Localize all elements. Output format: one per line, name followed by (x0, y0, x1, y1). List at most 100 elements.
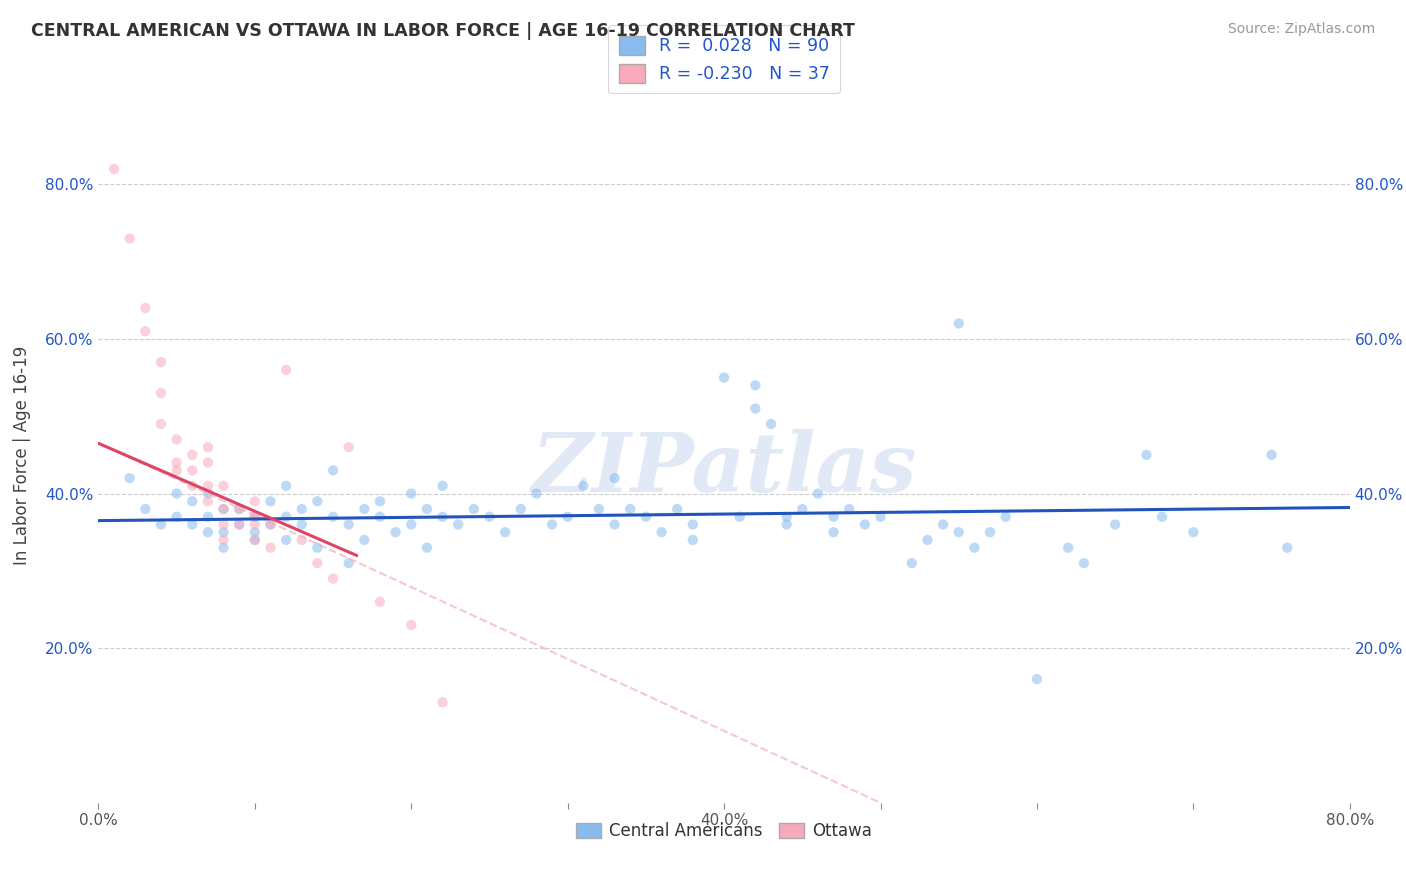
Point (478, 509, 501, 524)
Point (353, 502, 375, 516)
Point (948, 525, 970, 540)
Point (557, 509, 579, 524)
Point (823, 509, 845, 524)
Point (212, 502, 235, 516)
Point (322, 509, 344, 524)
Point (368, 494, 391, 508)
Point (463, 502, 485, 516)
Point (274, 533, 298, 547)
Point (181, 517, 204, 532)
Point (401, 486, 423, 500)
Point (197, 486, 219, 500)
Point (776, 509, 799, 524)
Point (134, 324, 156, 338)
Point (274, 479, 298, 493)
Point (792, 502, 814, 516)
Text: ZIPatlas: ZIPatlas (531, 429, 917, 508)
Point (979, 525, 1001, 540)
Point (1073, 556, 1095, 570)
Point (728, 509, 751, 524)
Point (243, 525, 266, 540)
Point (1057, 541, 1080, 555)
Point (759, 417, 782, 431)
Point (181, 448, 204, 462)
Point (322, 463, 344, 477)
Point (228, 502, 250, 516)
Point (948, 317, 970, 331)
Point (1026, 672, 1049, 686)
Point (181, 463, 204, 477)
Point (416, 502, 439, 516)
Point (166, 486, 188, 500)
Point (150, 417, 173, 431)
Point (197, 440, 219, 454)
Point (432, 695, 454, 709)
Point (274, 363, 298, 377)
Point (150, 355, 173, 369)
Point (212, 533, 235, 547)
Point (368, 595, 391, 609)
Point (1277, 541, 1299, 555)
Point (900, 556, 922, 570)
Point (494, 525, 516, 540)
Point (228, 517, 250, 532)
Point (181, 479, 204, 493)
Point (291, 517, 314, 532)
Point (838, 502, 860, 516)
Point (994, 509, 1017, 524)
Point (603, 471, 626, 485)
Point (682, 533, 704, 547)
Point (259, 541, 281, 555)
Point (401, 618, 423, 632)
Point (228, 517, 250, 532)
Point (1182, 525, 1205, 540)
Point (1260, 448, 1282, 462)
Point (150, 517, 173, 532)
Point (744, 401, 766, 416)
Point (853, 517, 876, 532)
Point (259, 517, 281, 532)
Point (197, 479, 219, 493)
Point (432, 509, 454, 524)
Point (259, 517, 281, 532)
Text: Source: ZipAtlas.com: Source: ZipAtlas.com (1227, 22, 1375, 37)
Point (134, 502, 156, 516)
Point (572, 479, 595, 493)
Point (291, 533, 314, 547)
Point (447, 517, 470, 532)
Point (603, 517, 626, 532)
Point (917, 533, 939, 547)
Point (526, 486, 548, 500)
Point (1104, 517, 1126, 532)
Point (243, 509, 266, 524)
Point (776, 517, 799, 532)
Point (963, 541, 986, 555)
Point (197, 509, 219, 524)
Point (823, 525, 845, 540)
Point (744, 378, 766, 392)
Point (197, 456, 219, 470)
Point (166, 433, 188, 447)
Point (353, 533, 375, 547)
Point (118, 231, 141, 245)
Point (197, 494, 219, 508)
Point (259, 494, 281, 508)
Point (634, 509, 657, 524)
Point (134, 301, 156, 315)
Point (166, 509, 188, 524)
Point (197, 525, 219, 540)
Point (166, 463, 188, 477)
Point (307, 541, 329, 555)
Point (337, 556, 360, 570)
Point (212, 525, 235, 540)
Point (368, 509, 391, 524)
Point (212, 479, 235, 493)
Point (212, 517, 235, 532)
Point (432, 479, 454, 493)
Y-axis label: In Labor Force | Age 16-19: In Labor Force | Age 16-19 (13, 345, 31, 565)
Point (243, 517, 266, 532)
Text: CENTRAL AMERICAN VS OTTAWA IN LABOR FORCE | AGE 16-19 CORRELATION CHART: CENTRAL AMERICAN VS OTTAWA IN LABOR FORC… (31, 22, 855, 40)
Point (307, 556, 329, 570)
Point (243, 494, 266, 508)
Point (682, 517, 704, 532)
